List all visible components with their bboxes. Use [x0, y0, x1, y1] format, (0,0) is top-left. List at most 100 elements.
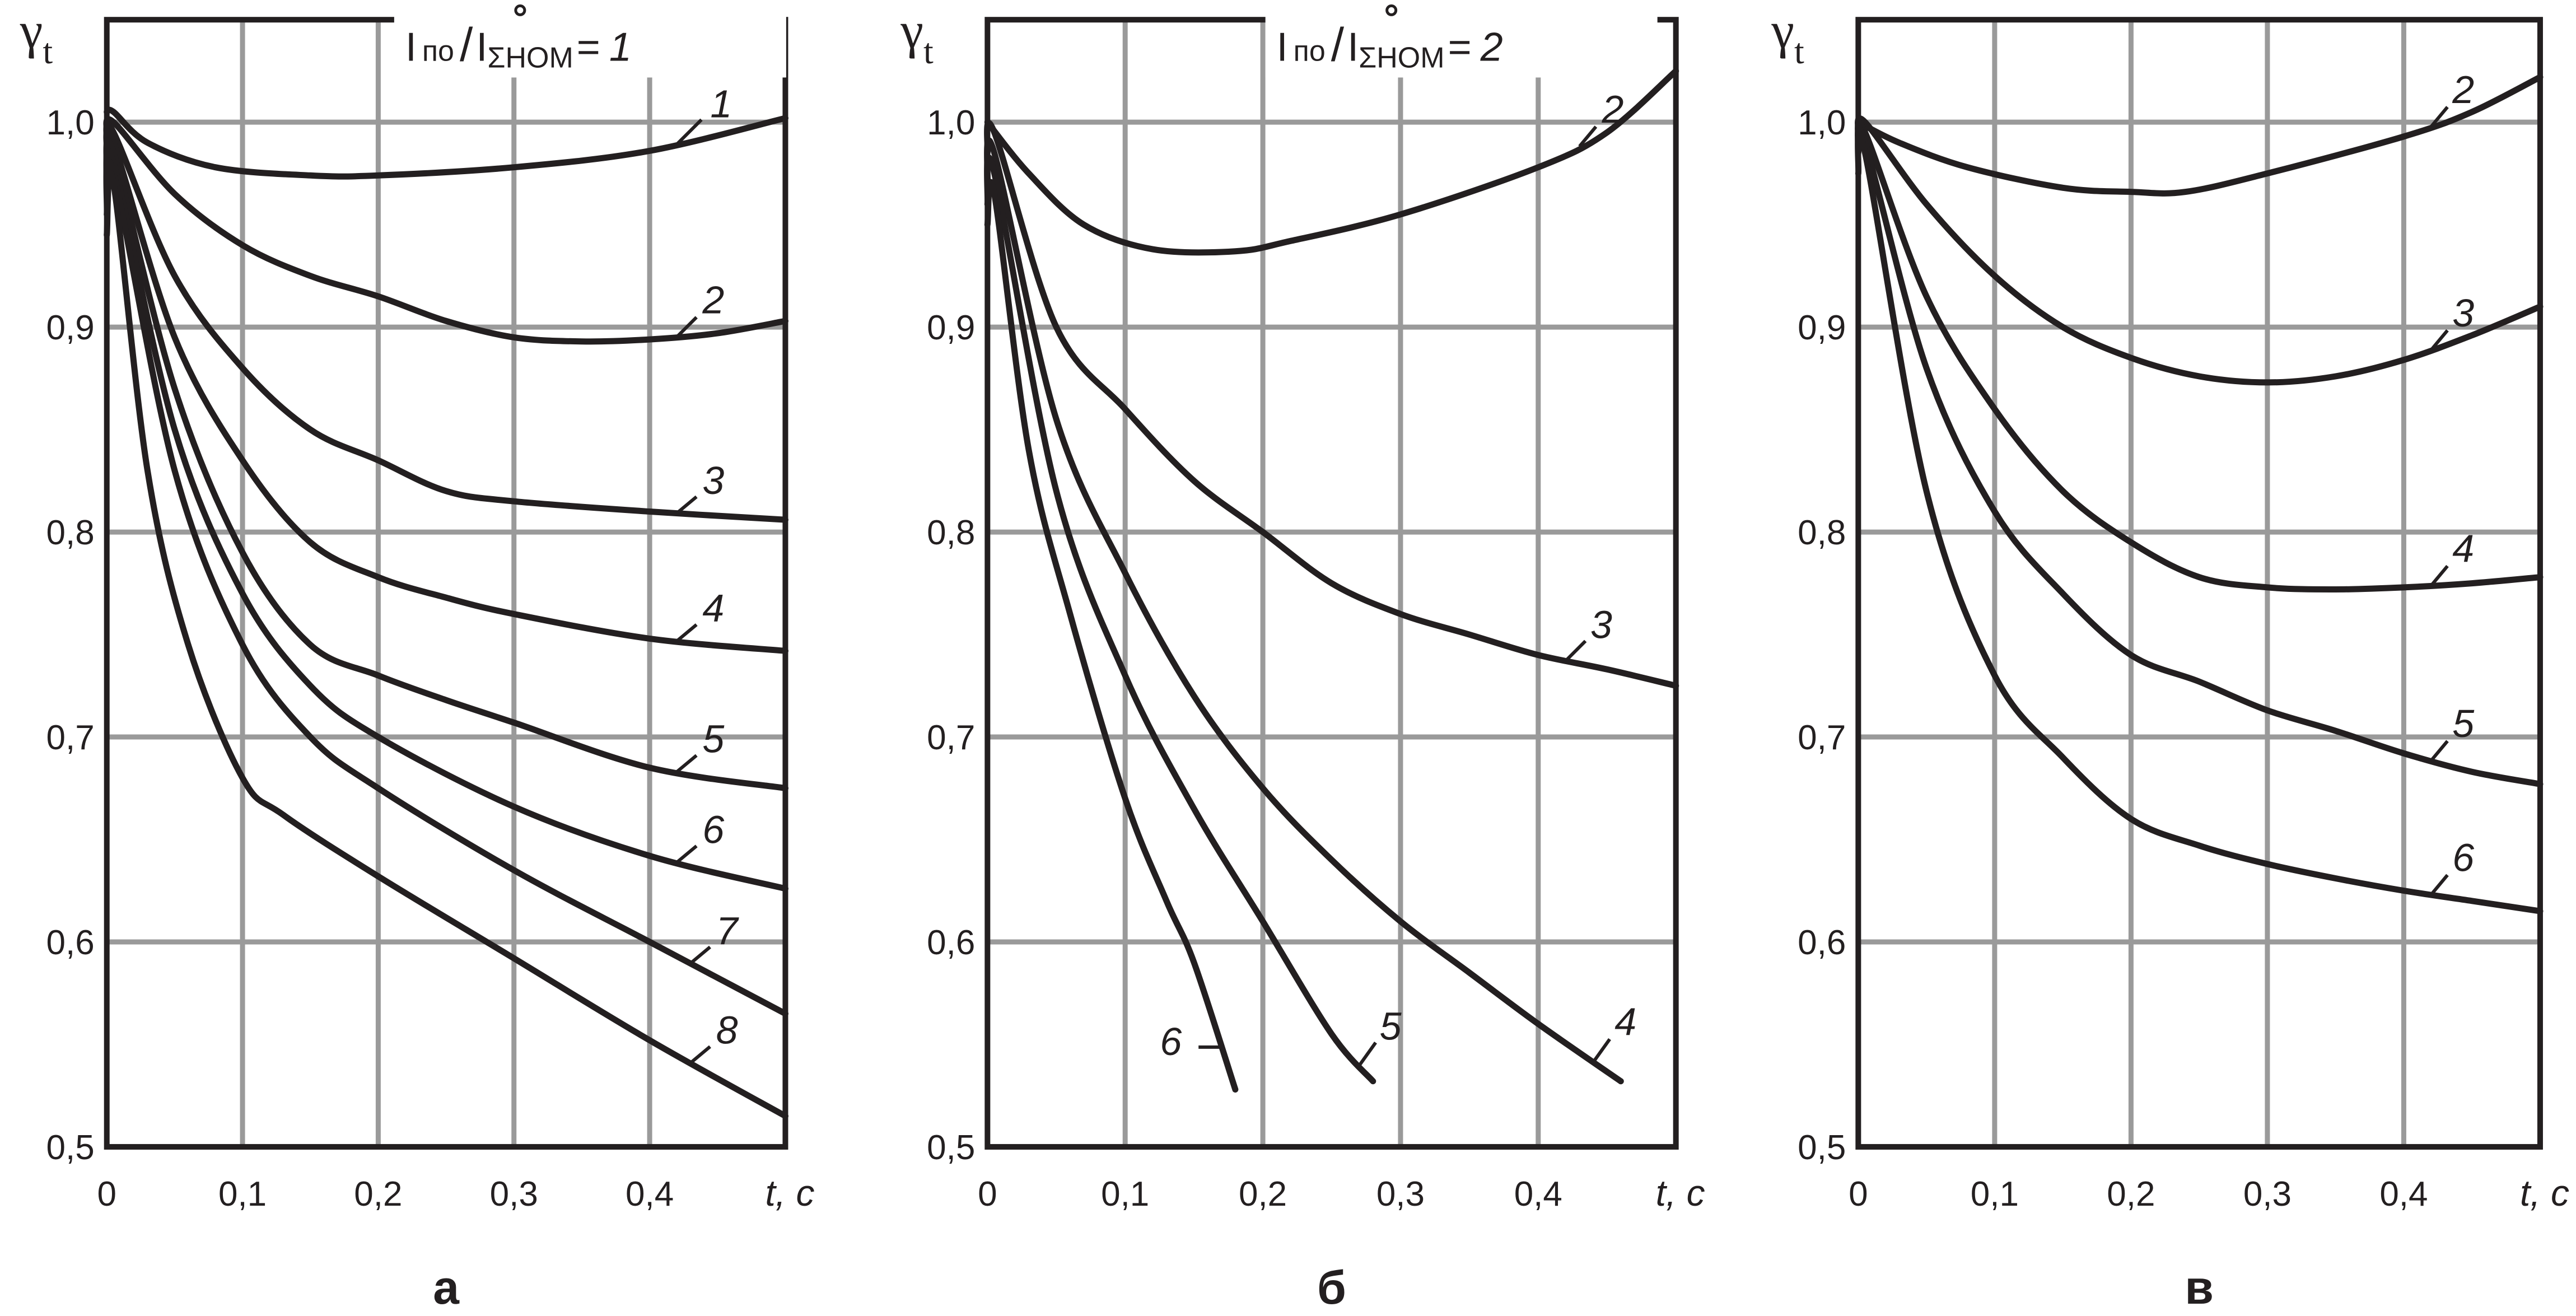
curve-label-leader	[1592, 1038, 1611, 1063]
y-tick-label: 0,5	[1798, 1128, 1846, 1167]
chart-panel-1: 0,5 0,6 0,7 0,8 0,9 1,0 0 0,1 0,2 0,3 0,4 t, c γt а 1 2…	[20, 2, 815, 1314]
panel-label: а	[433, 1261, 460, 1314]
curve-label-leader	[675, 118, 703, 146]
curve-label: 6	[2452, 836, 2474, 880]
curve-label-leader	[2429, 329, 2449, 352]
y-tick-label: 0,8	[46, 514, 95, 552]
curve-series-5	[103, 137, 788, 791]
panel-label: б	[1317, 1261, 1346, 1314]
x-axis-label: t, c	[1656, 1172, 1705, 1214]
curve-label: 7	[716, 909, 740, 953]
curve-label: 4	[1614, 1000, 1636, 1044]
plot-frame	[104, 17, 788, 1150]
curve-label: 3	[2452, 291, 2474, 335]
y-tick-label: 0,6	[46, 923, 95, 962]
curve-label-leader	[675, 316, 698, 338]
x-tick-label: 0,4	[2379, 1175, 2428, 1214]
y-tick-label: 0,7	[927, 718, 975, 757]
x-tick-label: 0,4	[1514, 1175, 1562, 1214]
curve-series-1	[104, 106, 788, 180]
curve-label-leader	[2429, 106, 2449, 128]
annotation-background	[394, 16, 786, 78]
curve-label: 2	[1601, 87, 1623, 131]
y-tick-label: 1,0	[46, 104, 95, 142]
curve-label: 4	[2452, 527, 2474, 571]
curve-label: 8	[716, 1009, 738, 1052]
curve-label: 1	[710, 82, 732, 125]
y-tick-label: 0,9	[927, 309, 975, 347]
y-tick-label: 0,7	[1798, 718, 1846, 757]
x-tick-label: 0	[1849, 1175, 1868, 1214]
y-axis-label: γt	[900, 2, 934, 71]
curve-series-7	[103, 157, 788, 1017]
ring-accent-icon	[1385, 4, 1398, 16]
x-axis-label: t, c	[2520, 1172, 2569, 1214]
curve-series-5	[984, 154, 1376, 1085]
curve-label: 2	[2452, 68, 2474, 111]
plot-frame	[1855, 17, 2543, 1150]
x-tick-label: 0	[97, 1175, 116, 1214]
curve-series-4	[984, 137, 1624, 1085]
x-tick-label: 0,3	[490, 1175, 538, 1214]
y-tick-label: 1,0	[927, 104, 975, 142]
chart-panel-3: 0,5 0,6 0,7 0,8 0,9 1,0 0 0,1 0,2 0,3 0,4 t, c γt в 2 3…	[1771, 2, 2569, 1314]
curve-series-6	[984, 179, 1239, 1093]
curve-series-6	[103, 147, 788, 892]
curve-label: 3	[702, 459, 724, 502]
curve-label: 5	[702, 717, 725, 761]
y-tick-label: 0,8	[1798, 514, 1846, 552]
curve-series-8	[104, 170, 788, 1119]
curve-series-3	[103, 121, 788, 523]
chart-panel-2: 0,5 0,6 0,7 0,8 0,9 1,0 0 0,1 0,2 0,3 0,4 t, c γt б 2 3…	[900, 2, 1705, 1314]
curve-series-5	[1855, 125, 2544, 787]
x-tick-label: 0	[978, 1175, 997, 1214]
curve-label-leader	[1564, 640, 1587, 662]
x-tick-label: 0,3	[1376, 1175, 1425, 1214]
curve-label: 6	[1160, 1020, 1182, 1063]
x-tick-label: 0,1	[1971, 1175, 2019, 1214]
panel-label: в	[2185, 1261, 2214, 1314]
curve-series-4	[1855, 120, 2544, 592]
y-axis-label: γt	[1771, 2, 1804, 71]
curve-label-leader	[2429, 874, 2449, 896]
annotation-background	[1265, 16, 1658, 78]
curve-label-leader	[675, 495, 698, 515]
curve-label-leader	[675, 844, 698, 864]
x-tick-label: 0,1	[218, 1175, 267, 1214]
curve-label-leader	[1578, 125, 1598, 148]
curve-label: 2	[702, 278, 724, 321]
curve-series-3	[984, 119, 1679, 689]
curve-label: 5	[2452, 702, 2475, 745]
curve-label: 6	[702, 808, 724, 851]
curve-series-3	[1855, 115, 2544, 386]
x-tick-label: 0,2	[354, 1175, 402, 1214]
x-tick-label: 0,2	[2107, 1175, 2155, 1214]
y-tick-label: 0,7	[46, 718, 95, 757]
curve-label: 4	[702, 586, 724, 630]
x-tick-label: 0,3	[2243, 1175, 2292, 1214]
ring-accent-icon	[514, 4, 526, 16]
x-axis-label: t, c	[765, 1172, 814, 1214]
y-tick-label: 0,8	[927, 514, 975, 552]
x-tick-label: 0,2	[1239, 1175, 1287, 1214]
y-tick-label: 0,9	[46, 309, 95, 347]
y-tick-label: 0,6	[1798, 923, 1846, 962]
y-tick-label: 0,5	[46, 1128, 95, 1167]
curve-series-2	[1855, 74, 2544, 197]
x-tick-label: 0,4	[626, 1175, 674, 1214]
y-tick-label: 0,5	[927, 1128, 975, 1167]
curve-label-leader	[2429, 564, 2449, 587]
curve-label-leader	[2429, 740, 2449, 762]
curve-label-leader	[675, 623, 698, 643]
curve-series-4	[103, 128, 788, 654]
curve-series-2	[984, 68, 1679, 256]
x-tick-label: 0,1	[1101, 1175, 1149, 1214]
curve-label-leader	[689, 1045, 711, 1065]
curve-label-leader	[1357, 1041, 1377, 1067]
curve-series-2	[103, 116, 788, 345]
curve-series-6	[1855, 130, 2544, 914]
curve-label: 3	[1590, 603, 1612, 646]
curve-label-leader	[689, 945, 711, 965]
